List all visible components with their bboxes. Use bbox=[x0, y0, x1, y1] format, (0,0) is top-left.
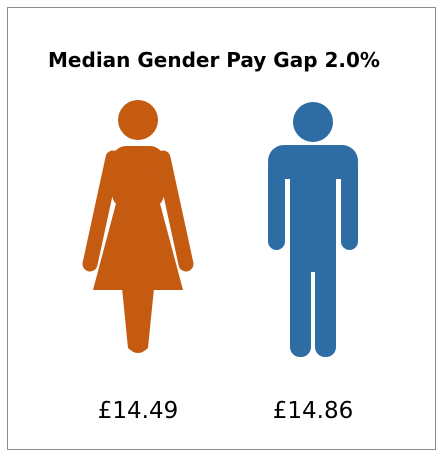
female-value: £14.49 bbox=[98, 398, 178, 424]
male-icon bbox=[268, 102, 358, 357]
frame bbox=[7, 7, 436, 450]
female-icon bbox=[82, 100, 194, 353]
title: Median Gender Pay Gap 2.0% bbox=[48, 48, 380, 72]
male-value: £14.86 bbox=[273, 398, 353, 424]
